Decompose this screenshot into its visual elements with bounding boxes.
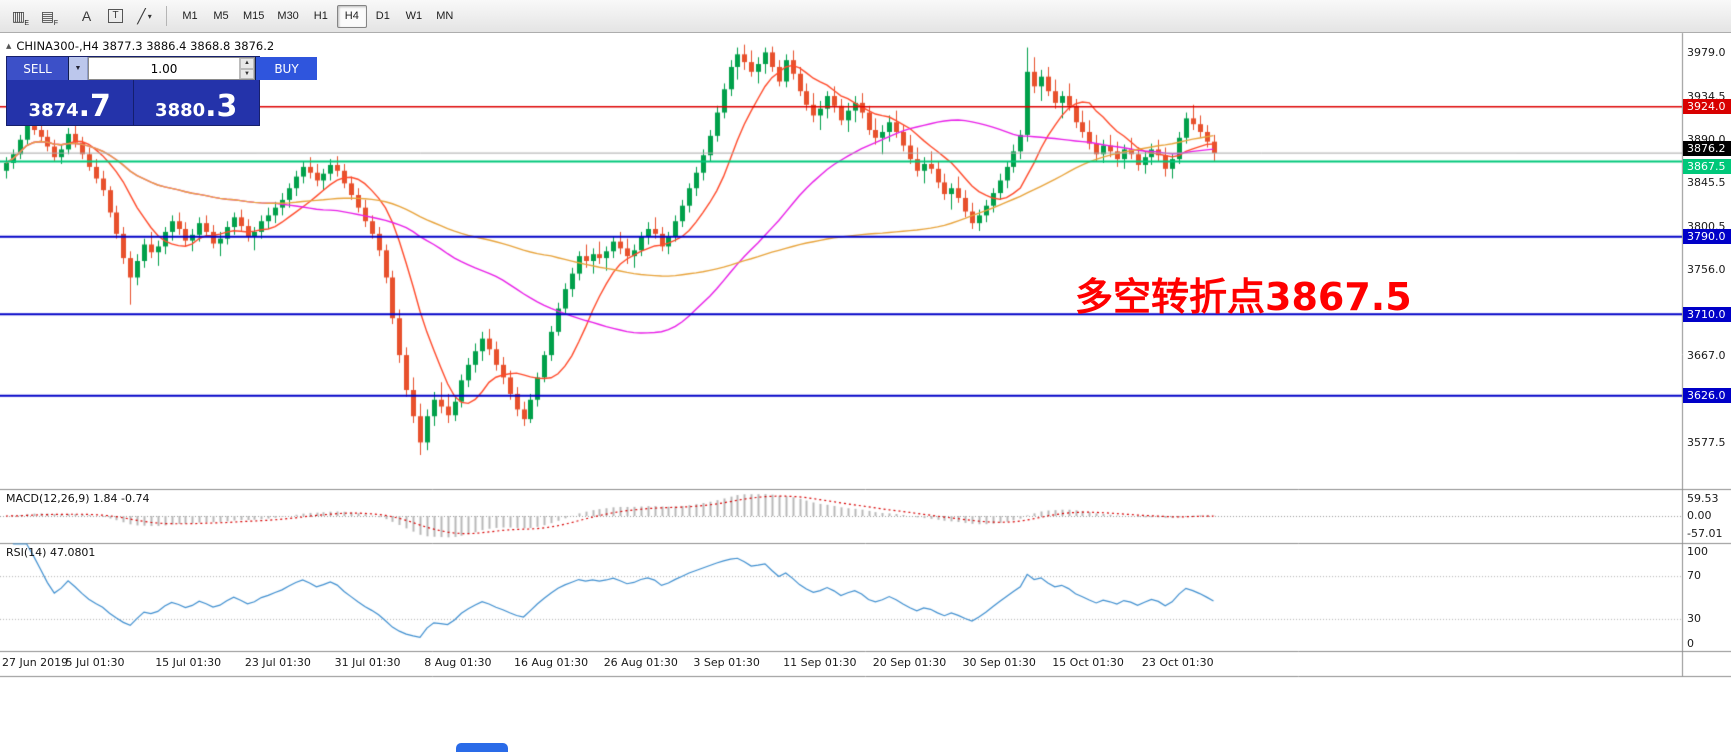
sell-price-pips: .7 [78, 89, 111, 125]
text-box-icon[interactable]: T [102, 4, 129, 28]
timeframe-m1[interactable]: M1 [175, 5, 205, 28]
chart-annotation-text: 多空转折点3867.5 [1075, 275, 1412, 319]
sell-price-main: 3874 [28, 100, 79, 121]
price-axis-tick: 3845.5 [1687, 175, 1726, 189]
timeframe-m5[interactable]: M5 [206, 5, 236, 28]
lot-dropdown-button[interactable]: ▼ [69, 57, 88, 80]
timeframe-d1[interactable]: D1 [368, 5, 398, 28]
price-axis-tick: 3577.5 [1687, 435, 1726, 449]
price-axis-tick: 3979.0 [1687, 46, 1726, 60]
main-toolbar: ▥ E ▤ F A T ╱ ▾ M1 M5 M15 M30 H1 H4 D1 W1 MN [0, 0, 1731, 33]
price-tag: 3867.5 [1683, 159, 1731, 175]
time-axis-label: 27 Jun 2019 [2, 656, 69, 669]
lot-size-input[interactable] [89, 58, 239, 79]
rsi-indicator-label: RSI(14) 47.0801 [6, 546, 96, 559]
bottom-blue-indicator [456, 743, 508, 752]
candlestick-chart-icon-sub: E [24, 20, 29, 27]
timeframe-mn[interactable]: MN [430, 5, 460, 28]
macd-scale-label: -57.01 [1687, 527, 1723, 540]
symbol-ohlc-text: CHINA300-,H4 3877.3 3886.4 3868.8 3876.2 [16, 39, 275, 53]
price-axis[interactable]: 3979.0 3934.5 3890.0 3845.5 3800.5 3756.0 3667… [1683, 33, 1731, 676]
time-axis-label: 20 Sep 01:30 [872, 656, 947, 669]
candlestick-chart-icon[interactable]: ▥ E [5, 4, 32, 28]
collapse-arrow-icon[interactable]: ▲ [6, 42, 12, 50]
lot-increase-button[interactable]: ▲ [240, 58, 254, 69]
time-axis-label: 23 Oct 01:30 [1141, 656, 1214, 669]
rsi-scale-label: 70 [1687, 569, 1701, 583]
macd-scale-label: 59.53 [1687, 492, 1719, 505]
one-click-trade-panel: SELL ▼ ▲ ▼ BUY 3874 .7 3880 .3 [6, 56, 317, 126]
lot-steppers: ▲ ▼ [239, 58, 254, 79]
timeframe-h1[interactable]: H1 [306, 5, 336, 28]
time-axis[interactable]: 27 Jun 2019 5 Jul 01:30 15 Jul 01:30 23 Jul… [0, 653, 1682, 675]
time-axis-label: 16 Aug 01:30 [514, 656, 589, 669]
time-axis-label: 23 Jul 01:30 [244, 656, 311, 669]
time-axis-label: 15 Jul 01:30 [155, 656, 222, 669]
price-axis-tick: 3756.0 [1687, 262, 1726, 276]
text-label-icon[interactable]: A [73, 4, 100, 28]
buy-price-pips: .3 [205, 89, 238, 125]
indicators-icon-sub: F [53, 20, 58, 27]
buy-price-display[interactable]: 3880 .3 [133, 80, 259, 125]
rsi-scale-label: 0 [1687, 637, 1694, 650]
indicators-icon[interactable]: ▤ F [34, 4, 61, 28]
time-axis-label: 8 Aug 01:30 [424, 656, 492, 669]
macd-scale-label: 0.00 [1687, 509, 1712, 522]
price-tag: 3876.2 [1683, 140, 1731, 156]
timeframe-w1[interactable]: W1 [399, 5, 429, 28]
macd-indicator-label: MACD(12,26,9) 1.84 -0.74 [6, 492, 150, 505]
timeframe-h4[interactable]: H4 [336, 4, 367, 28]
buy-price-main: 3880 [155, 100, 206, 121]
toolbar-separator [166, 6, 167, 26]
draw-line-icon[interactable]: ╱ ▾ [131, 4, 158, 28]
trade-panel-controls: SELL ▼ ▲ ▼ BUY [7, 57, 317, 80]
buy-button[interactable]: BUY [255, 57, 317, 80]
sell-price-display[interactable]: 3874 .7 [7, 80, 134, 125]
price-tag: 3710.0 [1683, 306, 1731, 322]
time-axis-label: 5 Jul 01:30 [65, 656, 125, 669]
timeframe-m30[interactable]: M30 [271, 5, 304, 28]
rsi-scale-label: 30 [1687, 611, 1701, 625]
chart-symbol-header: ▲ CHINA300-,H4 3877.3 3886.4 3868.8 3876… [6, 39, 274, 53]
lot-size-field: ▲ ▼ [88, 57, 255, 80]
price-tag: 3626.0 [1683, 388, 1731, 404]
timeframe-group: M1 M5 M15 M30 H1 H4 D1 W1 MN [175, 4, 460, 28]
rsi-scale-label: 100 [1687, 545, 1708, 558]
time-axis-label: 15 Oct 01:30 [1052, 656, 1124, 669]
timeframe-m15[interactable]: M15 [237, 5, 270, 28]
tool-icon-group: ▥ E ▤ F A T ╱ ▾ [5, 4, 158, 28]
time-axis-label: 30 Sep 01:30 [962, 656, 1036, 669]
time-axis-label: 11 Sep 01:30 [783, 656, 857, 669]
time-axis-label: 3 Sep 01:30 [693, 656, 760, 669]
price-tag: 3790.0 [1683, 229, 1731, 245]
price-tag: 3924.0 [1683, 99, 1731, 115]
time-axis-label: 31 Jul 01:30 [334, 656, 401, 669]
sell-button[interactable]: SELL [7, 57, 69, 80]
lot-decrease-button[interactable]: ▼ [240, 68, 254, 79]
price-axis-tick: 3667.0 [1687, 349, 1726, 363]
dropdown-arrow-icon: ▾ [147, 11, 152, 21]
time-axis-label: 26 Aug 01:30 [603, 656, 678, 669]
trade-panel-prices: 3874 .7 3880 .3 [7, 80, 259, 125]
